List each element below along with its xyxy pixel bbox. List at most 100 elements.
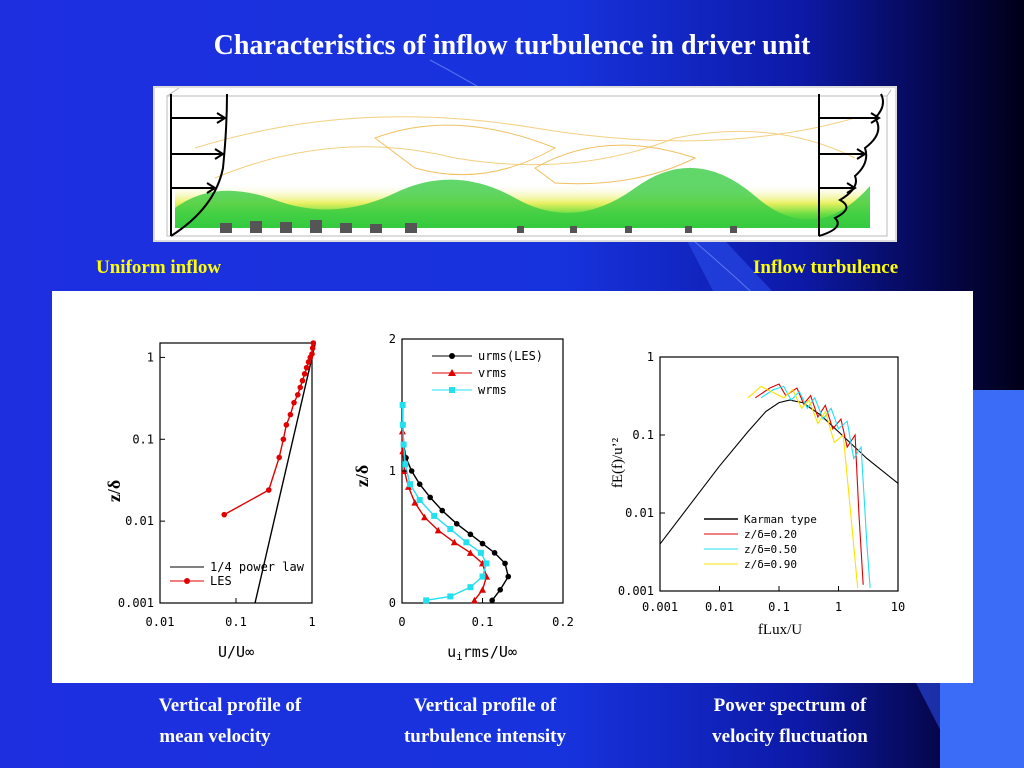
data-point [221,511,228,518]
data-point [467,531,474,538]
data-point [402,461,409,468]
legend-label-power-law: 1/4 power law [210,560,305,574]
chart1-ylabel: z/δ [104,480,124,502]
chart1-xlabel: U/U∞ [218,643,254,661]
data-point [453,521,460,527]
series-line-3 [747,385,859,588]
data-point [299,377,306,384]
data-point [421,513,429,521]
data-point [423,597,430,604]
y-tick-label: 0 [389,596,396,610]
chart-mean-velocity: 0.01 0.1 1 0.001 0.01 0.1 1 z/δ U/U∞ 1/4 power… [104,340,317,661]
data-point [497,587,504,593]
data-point [291,399,297,406]
data-point [416,497,423,504]
y-tick-label: 0.1 [632,428,654,442]
data-point [276,454,282,461]
data-point [265,487,272,493]
caption-mean-velocity: Vertical profile of mean velocity [158,695,302,747]
data-point [450,538,458,546]
legend-label-z050: z/δ=0.50 [744,543,797,556]
legend-marker-les [184,578,190,584]
data-point [467,584,474,591]
data-point [463,539,470,546]
data-point [447,526,454,533]
uniform-inflow-label: Uniform inflow [96,257,222,278]
legend-label-les: LES [210,574,232,588]
y-tick-label: 0.01 [625,506,654,520]
inflow-turbulence-label: Inflow turbulence [753,257,899,278]
x-tick-label: 0 [398,615,405,629]
caption-power-spectrum: Power spectrum of velocity fluctuation [712,695,868,747]
data-point [305,359,312,365]
x-tick-label: 0.2 [552,615,574,629]
chart3-xlabel: fLux/U [758,622,802,638]
data-point [505,573,512,580]
caption-turbulence-intensity: Vertical profile of turbulence intensity [403,695,567,747]
data-point [407,481,414,488]
series-line-2 [760,385,871,588]
x-tick-label: 0.1 [472,615,494,629]
data-point [309,351,315,357]
data-point [447,593,454,600]
data-point [310,340,317,346]
data-point [434,526,442,534]
x-tick-label: 0.1 [768,600,790,614]
legend-marker-vrms [448,369,456,376]
legend-label-z090: z/δ=0.90 [744,558,797,571]
chart2-ylabel: z/δ [352,465,372,487]
data-point [399,402,406,408]
data-point [489,597,495,604]
chart2-xlabel: uirms/U∞ [447,643,517,663]
data-point [280,436,287,443]
x-tick-label: 0.001 [642,600,678,614]
y-tick-label: 0.001 [618,584,654,598]
data-point [411,499,419,506]
x-tick-label: 1 [308,615,315,629]
data-point [479,540,486,547]
data-point [416,481,423,487]
x-tick-label: 10 [891,600,905,614]
y-tick-label: 0.001 [118,596,154,610]
data-point [439,507,446,514]
data-point [297,384,304,391]
x-tick-label: 1 [835,600,842,614]
y-tick-label: 1 [147,350,154,364]
data-point [470,596,478,604]
legend-label-vrms: vrms [478,366,507,380]
data-point [303,364,310,371]
data-point [399,421,406,428]
data-point [427,494,433,501]
data-point [479,573,486,580]
simulation-image [153,86,897,242]
series-line-1 [755,383,864,585]
data-point [477,549,484,556]
y-tick-label: 0.01 [125,514,154,528]
data-point [283,422,290,428]
data-point [479,586,486,593]
x-tick-label: 0.01 [705,600,734,614]
data-point [431,512,438,519]
legend-marker-urms [449,353,455,359]
series-line-1 [401,431,488,601]
data-point [309,345,316,351]
chart-power-spectrum: 0.001 0.01 0.1 1 10 0.001 0.01 0.1 1 fE(f)/u’² f… [610,350,905,638]
y-tick-label: 2 [389,332,396,346]
data-point [491,550,498,556]
x-tick-label: 0.1 [225,615,247,629]
legend-label-z020: z/δ=0.20 [744,528,797,541]
data-point [287,411,294,418]
chart-turbulence-intensity: 0 0.1 0.2 0 1 2 z/δ uirms/U∞ urms(LES) vrms w… [352,332,574,663]
legend-marker-wrms [449,387,455,393]
data-point [301,371,308,377]
data-point [400,441,407,448]
y-tick-label: 1 [647,350,654,364]
data-point [466,549,474,556]
legend-label-urms: urms(LES) [478,349,543,363]
charts-panel: 0.01 0.1 1 0.001 0.01 0.1 1 z/δ U/U∞ 1/4 power… [52,291,973,683]
data-point [502,560,508,567]
legend-label-wrms: wrms [478,383,507,397]
chart3-ylabel: fE(f)/u’² [610,437,626,488]
y-tick-label: 1 [389,464,396,478]
y-tick-label: 0.1 [132,432,154,446]
